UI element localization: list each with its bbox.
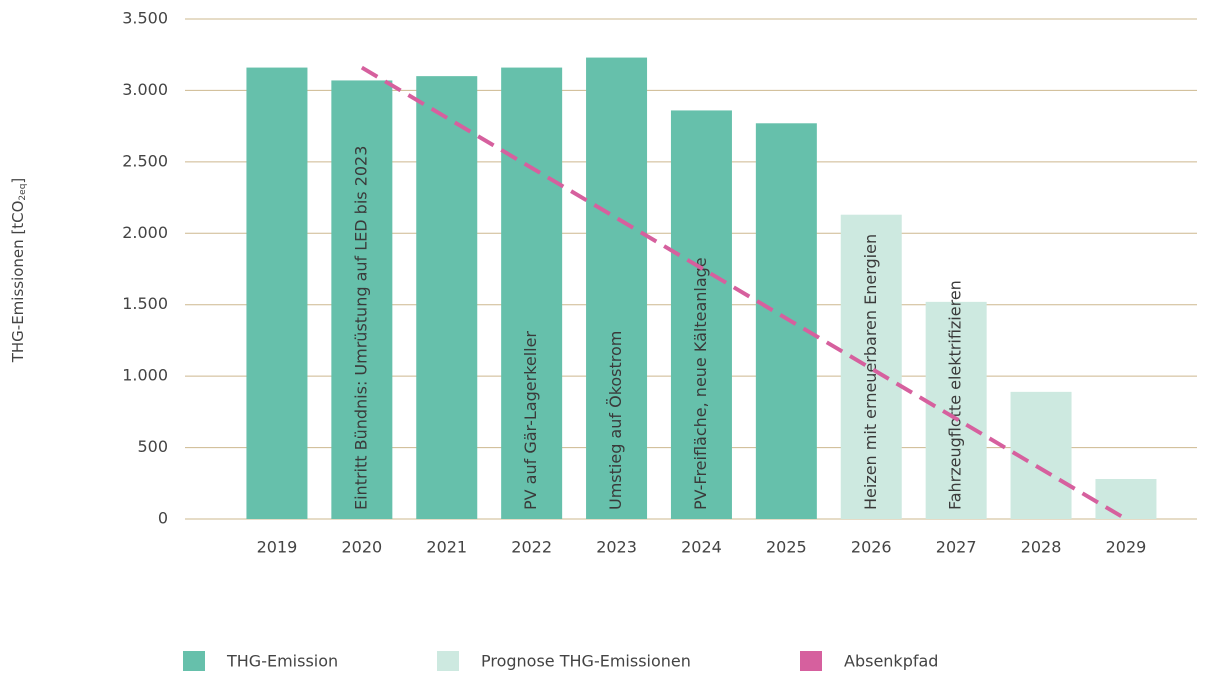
x-tick-label: 2021 (426, 538, 467, 557)
bar (925, 301, 987, 519)
bar (416, 76, 478, 520)
bar (246, 67, 308, 520)
legend-label: THG-Emission (226, 652, 338, 671)
legend-swatch (437, 651, 459, 671)
bar (1095, 479, 1157, 519)
x-tick-label: 2029 (1106, 538, 1147, 557)
bar (331, 80, 393, 519)
annotation: Fahrzeugflotte elektrifizieren (946, 280, 965, 510)
x-tick-label: 2025 (766, 538, 807, 557)
bar (755, 123, 817, 520)
legend-swatch (800, 651, 822, 671)
annotation: PV auf Gär-Lagerkeller (521, 331, 540, 510)
y-tick-label: 500 (137, 437, 168, 456)
y-tick-label: 2.500 (122, 151, 168, 170)
y-tick-label: 3.500 (122, 9, 168, 28)
x-tick-label: 2023 (596, 538, 637, 557)
x-tick-label: 2024 (681, 538, 722, 557)
bar (501, 67, 563, 520)
x-tick-label: 2020 (341, 538, 382, 557)
x-tick-label: 2022 (511, 538, 552, 557)
annotation: Eintritt Bündnis: Umrüstung auf LED bis … (351, 146, 370, 510)
y-tick-label: 3.000 (122, 80, 168, 99)
bar (840, 214, 902, 519)
annotation: Umstieg auf Ökostrom (606, 331, 625, 510)
bar (586, 57, 648, 519)
annotation: Heizen mit erneuerbaren Energien (861, 234, 880, 510)
y-tick-label: 2.000 (122, 223, 168, 242)
y-tick-label: 0 (158, 509, 168, 528)
x-tick-label: 2027 (936, 538, 977, 557)
line (360, 65, 1127, 521)
legend-label: Prognose THG-Emissionen (481, 652, 691, 671)
x-tick-label: 2028 (1021, 538, 1062, 557)
annotation: PV-Freifläche, neue Kälteanlage (691, 257, 710, 510)
legend-swatch (183, 651, 205, 671)
y-tick-label: 1.500 (122, 294, 168, 313)
bar (670, 110, 732, 519)
y-axis-label: THG-Emissionen [tCO2eq] (9, 178, 28, 364)
y-tick-label: 1.000 (122, 366, 168, 385)
x-tick-label: 2026 (851, 538, 892, 557)
legend-label: Absenkpfad (844, 652, 938, 671)
x-tick-label: 2019 (257, 538, 298, 557)
